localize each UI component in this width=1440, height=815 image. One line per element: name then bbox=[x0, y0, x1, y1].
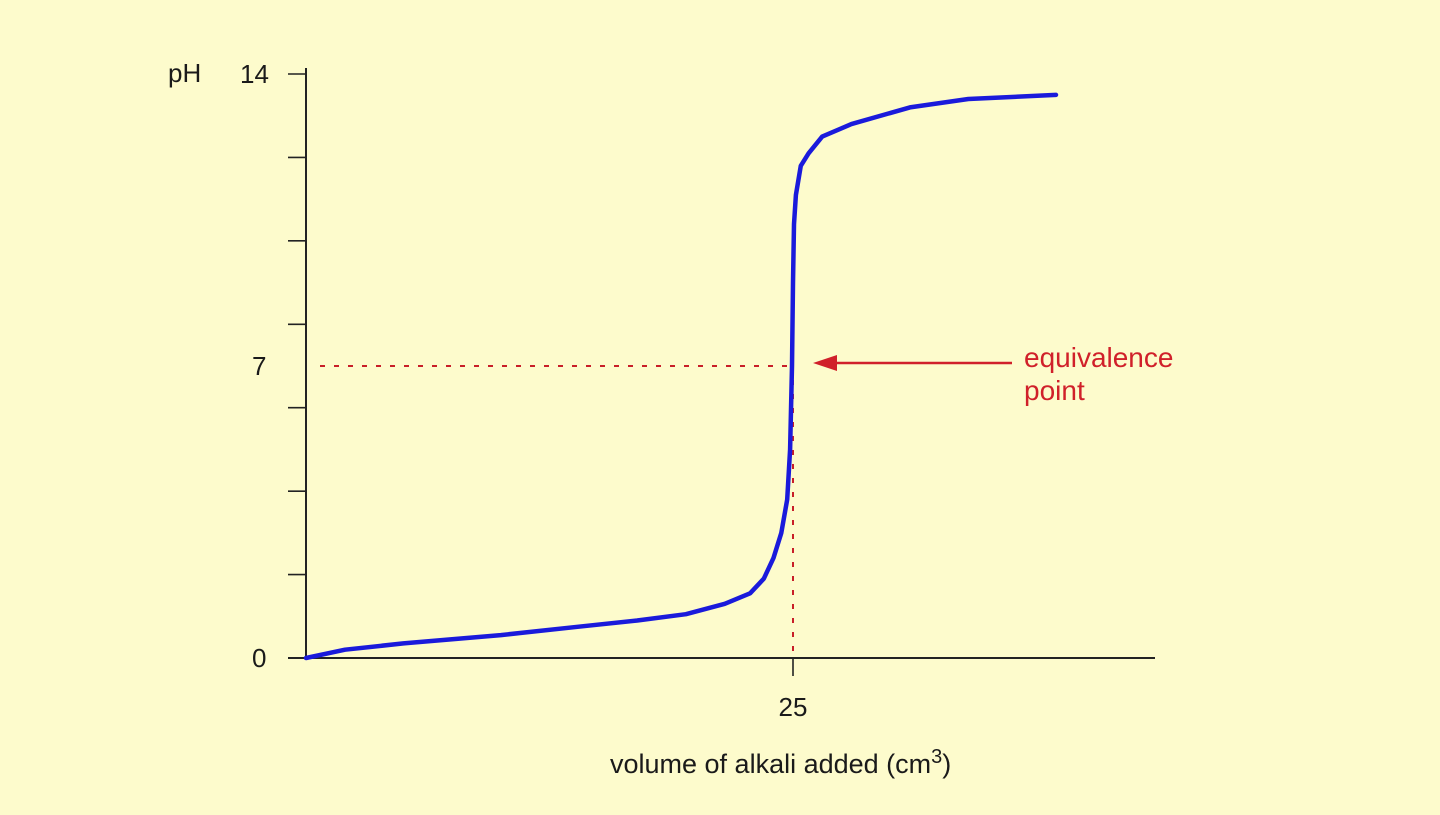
axes bbox=[288, 68, 1155, 676]
series-curve bbox=[303, 92, 1059, 661]
axis-labels: pH 0 7 14 25 volume of alkali added (cm3) bbox=[168, 58, 951, 779]
annotation-arrow-head bbox=[813, 355, 837, 371]
x-axis-label-superscript: 3 bbox=[931, 746, 942, 768]
reference-lines bbox=[320, 365, 794, 658]
x-axis-label: volume of alkali added (cm3) bbox=[610, 746, 951, 779]
y-axis-label: pH bbox=[168, 58, 201, 88]
y-tick-label: 0 bbox=[252, 643, 266, 673]
titration-curve-line bbox=[303, 92, 1059, 661]
annotation-line-2: point bbox=[1024, 375, 1085, 406]
annotation-line-1: equivalence bbox=[1024, 342, 1173, 373]
y-tick-label: 7 bbox=[252, 351, 266, 381]
x-axis-label-close: ) bbox=[942, 749, 951, 779]
y-tick-label: 14 bbox=[240, 59, 269, 89]
x-tick-label: 25 bbox=[779, 692, 808, 722]
x-axis-label-text: volume of alkali added (cm bbox=[610, 749, 931, 779]
